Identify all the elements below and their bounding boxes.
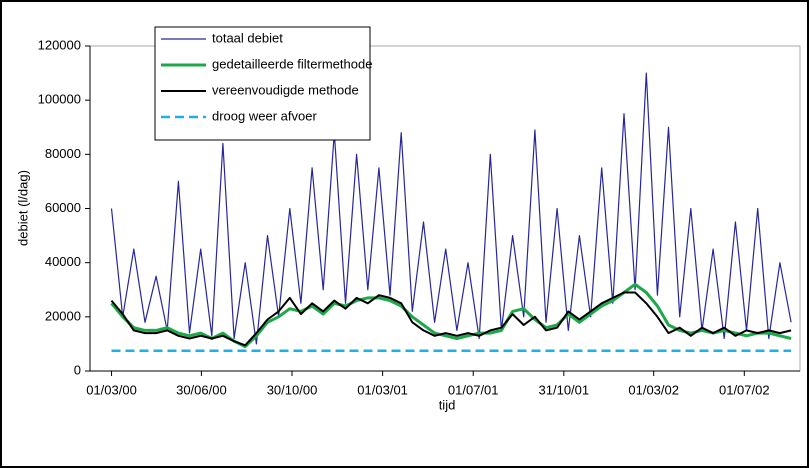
y-tick-label: 80000 <box>45 146 81 161</box>
x-tick-label: 01/03/01 <box>357 382 408 397</box>
legend-box <box>154 26 371 141</box>
legend-label: totaal debiet <box>212 30 283 45</box>
x-tick-label: 01/03/02 <box>628 382 679 397</box>
x-tick-label: 30/10/00 <box>267 382 318 397</box>
y-tick-label: 120000 <box>38 37 81 52</box>
legend-label: droog weer afvoer <box>212 108 317 123</box>
x-tick-label: 01/03/00 <box>86 382 137 397</box>
y-axis-label: debiet (l/dag) <box>15 170 30 246</box>
y-tick-label: 40000 <box>45 254 81 269</box>
series-line <box>110 291 792 347</box>
legend-label: vereenvoudigde methode <box>212 82 359 97</box>
x-tick-label: 31/10/01 <box>539 382 590 397</box>
series-line <box>110 72 792 345</box>
y-tick-label: 60000 <box>45 200 81 215</box>
legend-label: gedetailleerde filtermethode <box>212 56 372 71</box>
y-tick-label: 20000 <box>45 308 81 323</box>
x-axis-label: tijd <box>439 397 456 412</box>
legend: totaal debiet gedetailleerde filtermethod… <box>154 26 372 141</box>
x-tick-label: 01/07/01 <box>448 382 499 397</box>
x-tick-label: 01/07/02 <box>719 382 770 397</box>
y-tick-label: 100000 <box>38 92 81 107</box>
x-tick-label: 30/06/00 <box>176 382 227 397</box>
y-tick-label: 0 <box>74 362 81 377</box>
